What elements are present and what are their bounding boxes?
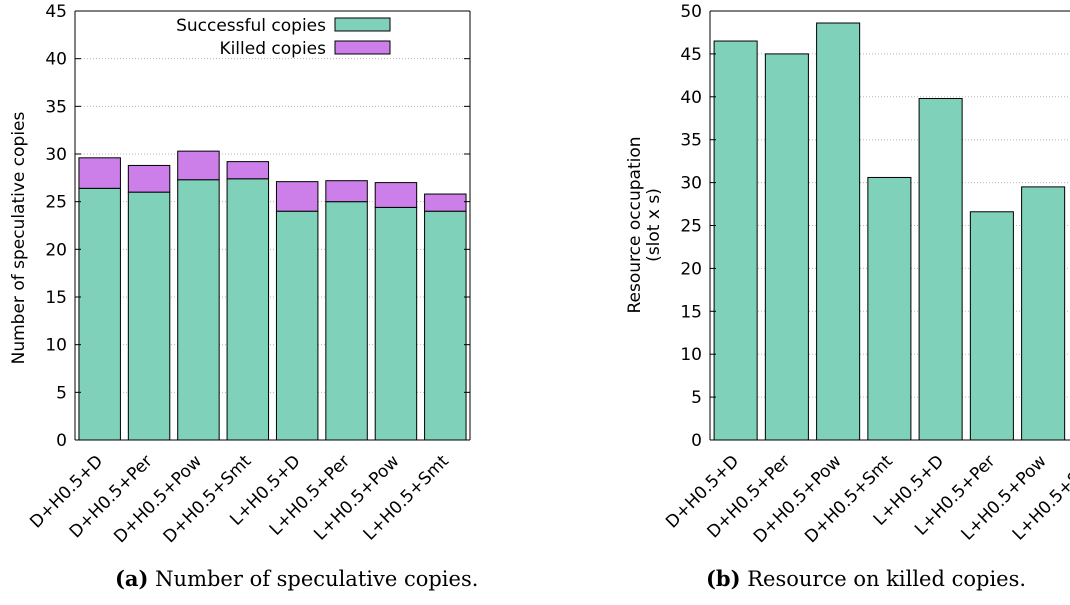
caption-left: (a) Number of speculative copies. [115, 566, 478, 591]
bar [325, 180, 368, 203]
y-tick-label: 40 [680, 88, 702, 108]
x-tick-label: D+H0.5+Smt [160, 451, 256, 547]
legend: Successful copies Killed copies [176, 16, 391, 59]
bars [713, 22, 1066, 441]
y-tick-label: 35 [45, 97, 67, 117]
y-tick-label: 50 [680, 2, 702, 22]
bar [78, 157, 121, 189]
y-tick-label: 25 [680, 217, 702, 237]
bar [275, 210, 319, 441]
bar [1021, 186, 1066, 441]
caption-text: Number of speculative copies. [155, 567, 479, 591]
bar [918, 98, 963, 441]
y-tick-label: 15 [45, 288, 67, 308]
y-tick-label: 30 [680, 174, 702, 194]
x-tick-label: L+H0.5+Pow [310, 451, 403, 544]
bar [325, 201, 368, 441]
bar [867, 176, 912, 441]
bar [127, 164, 171, 193]
y-tick-label: 5 [56, 383, 67, 403]
bar [764, 53, 809, 441]
x-tick-label: D+H0.5+Smt [801, 451, 897, 547]
chart-speculative-copies: 0 5 10 15 20 25 30 35 40 45 D+H0.5+DD+H0.5+PerD+H… [9, 2, 471, 547]
y-tick-labels: 0 5 10 15 20 25 30 35 40 45 [45, 2, 67, 451]
y-tick-label: 35 [680, 131, 702, 151]
y-tick-label: 20 [45, 240, 67, 260]
bar [177, 150, 220, 181]
x-tick-label: L+H0.5+Smt [360, 451, 453, 544]
legend-label: Killed copies [219, 39, 326, 59]
bar [374, 206, 418, 441]
caption-prefix: (b) [706, 566, 741, 591]
y-tick-label: 0 [691, 431, 702, 451]
bar [177, 179, 220, 441]
y-tick-label: 15 [680, 302, 702, 322]
legend-swatch [334, 40, 391, 55]
y-tick-label: 5 [691, 388, 702, 408]
legend-label: Successful copies [176, 16, 326, 36]
bar [226, 161, 270, 180]
y-tick-label: 10 [680, 345, 702, 365]
bar [226, 178, 270, 441]
x-tick-label: D+H0.5+Pow [750, 451, 846, 547]
bar [424, 210, 467, 441]
y-tick-label: 0 [56, 431, 67, 451]
grid-lines [710, 53, 1070, 398]
bar [127, 191, 171, 441]
bar [78, 187, 121, 441]
y-tick-label: 30 [45, 145, 67, 165]
axes [74, 10, 471, 441]
bars [78, 150, 467, 441]
bar [969, 211, 1014, 441]
chart-resource-occupation: 0 5 10 15 20 25 30 35 40 45 50 D+H0.5+DD+H0.5+PerD… [625, 2, 1070, 547]
y-tick-label: 40 [45, 50, 67, 70]
caption-text: Resource on killed copies. [747, 567, 1027, 591]
x-tick-labels: D+H0.5+DD+H0.5+PerD+H0.5+PowD+H0.5+SmtL+… [662, 451, 1070, 547]
y-tick-label: 25 [45, 193, 67, 213]
y-tick-label: 20 [680, 259, 702, 279]
y-tick-labels: 0 5 10 15 20 25 30 35 40 45 50 [680, 2, 702, 451]
axes [709, 10, 1070, 441]
bar [713, 40, 758, 441]
y-tick-label: 45 [45, 2, 67, 22]
y-axis-label-units: (slot x s) [644, 188, 664, 262]
y-axis-label: Number of speculative copies [9, 111, 29, 364]
caption-right: (b) Resource on killed copies. [706, 566, 1026, 591]
y-tick-label: 45 [680, 45, 702, 65]
bar [374, 182, 418, 208]
y-tick-label: 10 [45, 336, 67, 356]
bar [816, 22, 861, 441]
bar [275, 181, 319, 212]
y-axis-label: Resource occupation [625, 136, 645, 313]
bar [424, 193, 467, 212]
x-tick-labels: D+H0.5+DD+H0.5+PerD+H0.5+PowD+H0.5+SmtL+… [26, 451, 453, 547]
caption-prefix: (a) [115, 566, 149, 591]
x-tick-label: D+H0.5+Pow [110, 451, 206, 547]
legend-swatch [334, 17, 391, 32]
